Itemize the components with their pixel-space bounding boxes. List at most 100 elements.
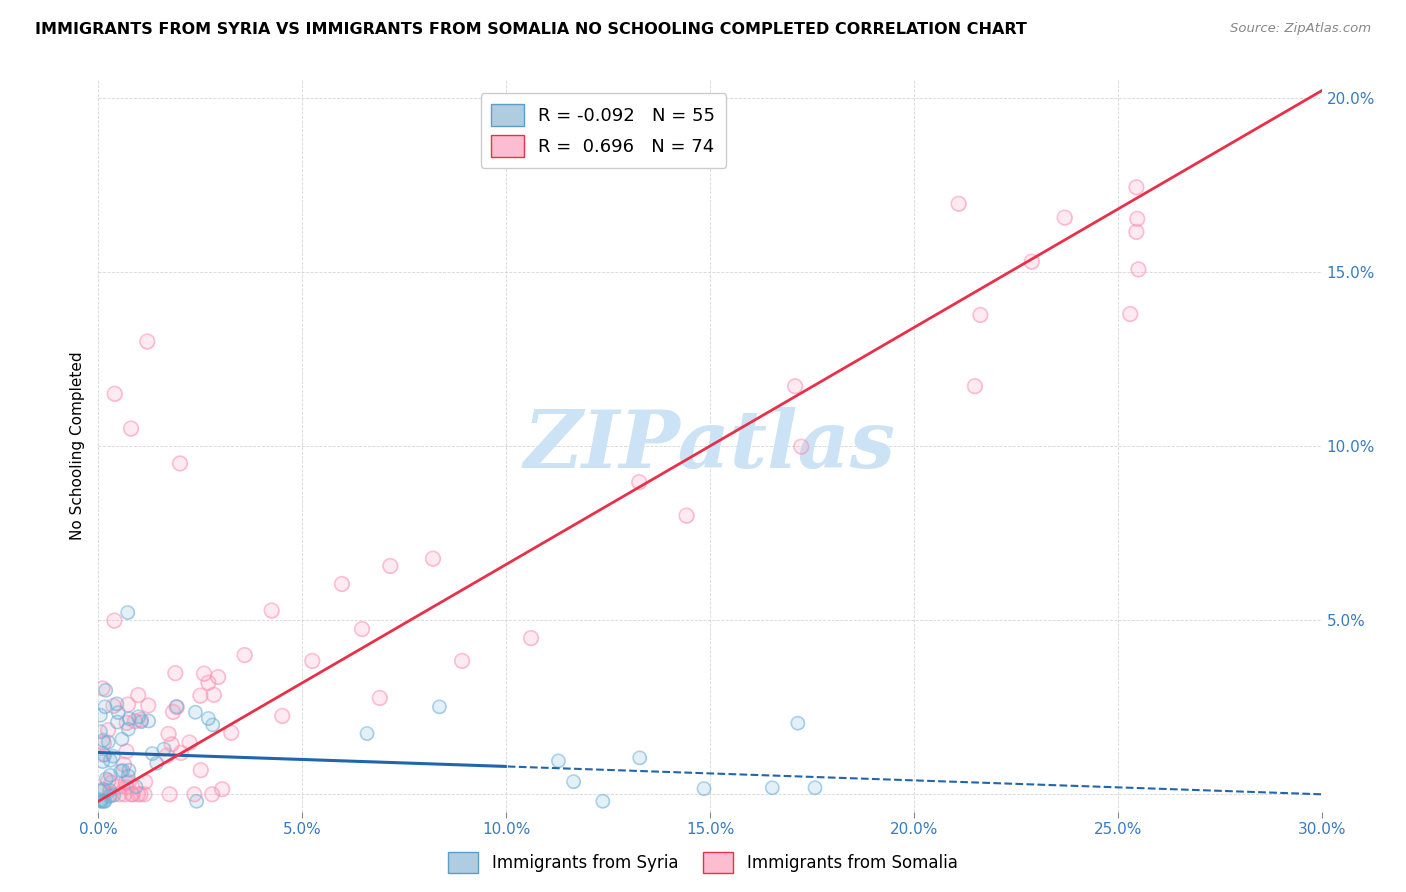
Point xyxy=(368,690,391,705)
Point xyxy=(94,699,117,714)
Point xyxy=(94,794,117,808)
Point xyxy=(94,683,117,698)
Point xyxy=(201,787,224,801)
Point xyxy=(121,787,143,801)
Point xyxy=(108,787,131,801)
Point xyxy=(96,772,118,786)
Point xyxy=(1125,225,1147,239)
Point xyxy=(233,648,256,662)
Point xyxy=(103,788,125,802)
Point xyxy=(103,698,125,713)
Point xyxy=(89,724,111,739)
Point xyxy=(157,727,180,741)
Point xyxy=(131,714,153,729)
Point xyxy=(103,749,125,764)
Point xyxy=(197,675,219,690)
Point xyxy=(105,697,128,711)
Point xyxy=(108,787,131,801)
Point xyxy=(1021,254,1043,268)
Point xyxy=(184,705,207,719)
Point xyxy=(1125,180,1147,194)
Point xyxy=(356,726,378,740)
Point xyxy=(520,631,543,645)
Point xyxy=(783,379,806,393)
Point xyxy=(134,787,156,801)
Point xyxy=(112,757,135,772)
Point xyxy=(786,716,808,731)
Point xyxy=(91,755,114,769)
Point xyxy=(145,756,167,771)
Point xyxy=(592,794,614,808)
Point xyxy=(94,683,117,698)
Point xyxy=(380,558,402,573)
Point xyxy=(193,666,215,681)
Point xyxy=(129,787,152,801)
Point xyxy=(162,705,184,719)
Point xyxy=(183,787,205,801)
Point xyxy=(91,747,114,762)
Point xyxy=(91,782,114,797)
Y-axis label: No Schooling Completed: No Schooling Completed xyxy=(70,351,86,541)
Point xyxy=(368,690,391,705)
Point xyxy=(201,787,224,801)
Point xyxy=(89,724,111,739)
Point xyxy=(159,787,181,801)
Point xyxy=(1119,307,1142,321)
Point xyxy=(162,705,184,719)
Point xyxy=(804,780,827,795)
Point xyxy=(97,723,120,738)
Point xyxy=(125,780,148,794)
Point xyxy=(301,654,323,668)
Point xyxy=(422,551,444,566)
Legend: R = -0.092   N = 55, R =  0.696   N = 74: R = -0.092 N = 55, R = 0.696 N = 74 xyxy=(481,93,725,168)
Point xyxy=(114,787,136,801)
Point xyxy=(166,699,188,714)
Point xyxy=(117,606,139,620)
Point xyxy=(91,747,114,762)
Point xyxy=(93,794,115,808)
Point xyxy=(115,715,138,730)
Point xyxy=(547,754,569,768)
Point xyxy=(100,776,122,790)
Point xyxy=(98,768,121,782)
Point xyxy=(89,784,111,798)
Point xyxy=(190,763,212,777)
Point xyxy=(103,788,125,802)
Point xyxy=(107,780,129,794)
Point xyxy=(197,675,219,690)
Point xyxy=(963,379,986,393)
Point xyxy=(184,705,207,719)
Text: IMMIGRANTS FROM SYRIA VS IMMIGRANTS FROM SOMALIA NO SCHOOLING COMPLETED CORRELAT: IMMIGRANTS FROM SYRIA VS IMMIGRANTS FROM… xyxy=(35,22,1026,37)
Point xyxy=(89,784,111,798)
Point xyxy=(136,698,159,713)
Point xyxy=(121,787,143,801)
Point xyxy=(111,764,134,778)
Point xyxy=(201,718,224,732)
Point xyxy=(91,733,114,747)
Text: Source: ZipAtlas.com: Source: ZipAtlas.com xyxy=(1230,22,1371,36)
Point xyxy=(562,774,585,789)
Point xyxy=(169,457,191,471)
Point xyxy=(93,782,115,797)
Point xyxy=(118,712,141,726)
Point xyxy=(121,787,143,801)
Point xyxy=(330,577,353,591)
Point xyxy=(160,737,183,751)
Point xyxy=(190,763,212,777)
Point xyxy=(118,775,141,789)
Point xyxy=(628,751,651,765)
Point xyxy=(115,775,138,789)
Point xyxy=(761,780,783,795)
Point xyxy=(121,787,143,801)
Point xyxy=(111,732,134,747)
Point xyxy=(118,712,141,726)
Point xyxy=(90,794,112,808)
Point xyxy=(136,698,159,713)
Point xyxy=(104,386,127,401)
Point xyxy=(89,793,111,807)
Point xyxy=(790,440,813,454)
Point xyxy=(90,794,112,808)
Point xyxy=(118,775,141,789)
Point xyxy=(128,710,150,724)
Point xyxy=(131,714,153,729)
